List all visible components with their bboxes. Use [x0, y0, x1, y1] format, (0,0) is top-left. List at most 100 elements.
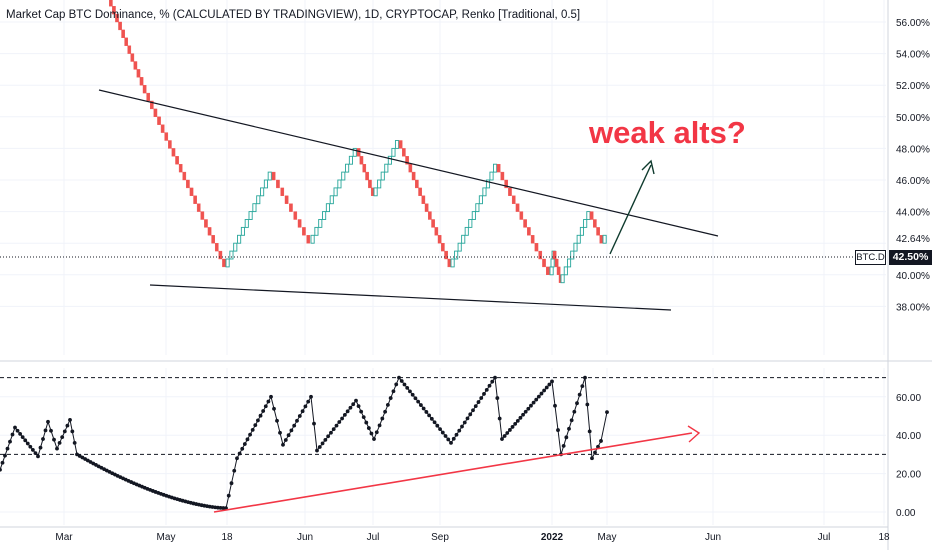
y-tick-label: 46.00% [896, 176, 930, 187]
renko-brick-down [276, 179, 280, 189]
oscillator-point [297, 414, 302, 418]
renko-brick-up [267, 171, 272, 181]
renko-brick-up [252, 203, 257, 213]
oscillator-point [383, 409, 388, 414]
oscillator-point [364, 420, 369, 425]
renko-brick-down [115, 13, 119, 23]
x-tick-label: Sep [431, 532, 449, 543]
renko-brick-up [602, 234, 607, 244]
oscillator-point [502, 434, 507, 438]
renko-brick-up [450, 258, 455, 268]
oscillator-point [399, 379, 404, 383]
oscillator-point [36, 454, 40, 459]
oscillator-point [248, 432, 252, 437]
x-tick-label: May [598, 532, 617, 543]
oscillator-point [0, 467, 2, 472]
renko-brick-down [596, 227, 600, 236]
oscillator-point [72, 440, 77, 445]
renko-brick-down [271, 171, 276, 181]
oscillator-point [18, 432, 23, 436]
renko-brick-up [573, 242, 578, 252]
oscillator-point [323, 437, 328, 442]
renko-brick-down [599, 235, 604, 244]
oscillator-y-tick-label: 20.00 [896, 470, 921, 481]
y-tick-label: 54.00% [896, 50, 930, 61]
renko-brick-down [168, 140, 172, 149]
renko-brick-up [337, 179, 342, 189]
oscillator-point [416, 399, 421, 404]
renko-brick-down [441, 242, 445, 252]
renko-brick-up [225, 258, 230, 268]
oscillator-point [62, 429, 67, 434]
renko-brick-up [482, 187, 487, 197]
renko-brick-down [189, 187, 194, 196]
renko-brick-down [211, 235, 215, 244]
oscillator-point [374, 430, 379, 435]
renko-brick-down [408, 163, 413, 173]
renko-brick-up [478, 195, 483, 205]
renko-brick-down [127, 45, 132, 54]
oscillator-point [523, 409, 528, 414]
oscillator-point [462, 420, 467, 425]
renko-brick-down [368, 179, 372, 189]
oscillator-point [317, 445, 322, 449]
renko-brick-up [461, 234, 466, 244]
renko-brick-down [421, 195, 426, 204]
oscillator-point [550, 379, 554, 384]
oscillator-point [561, 443, 566, 448]
oscillator-point [391, 389, 396, 394]
renko-brick-down [546, 266, 550, 275]
renko-brick-down [538, 250, 543, 260]
renko-brick-down [130, 53, 135, 62]
renko-brick-down [109, 0, 113, 7]
renko-brick-down [200, 211, 205, 220]
oscillator-point [380, 416, 385, 421]
renko-brick-up [310, 234, 315, 244]
oscillator-point [585, 402, 590, 407]
annotation-weak-alts: weak alts? [588, 115, 746, 150]
oscillator-point [490, 379, 495, 384]
oscillator-point [424, 410, 429, 414]
renko-brick-down [504, 179, 508, 189]
renko-brick-down [164, 132, 169, 141]
renko-brick-down [554, 258, 559, 268]
renko-brick-up [240, 226, 245, 236]
x-tick-label: Jul [818, 532, 831, 543]
y-tick-label: 40.00% [896, 271, 930, 282]
oscillator-point [536, 394, 541, 399]
oscillator-point [605, 410, 609, 415]
renko-brick-up [560, 274, 565, 284]
renko-brick-down [214, 242, 219, 252]
oscillator-point [3, 453, 7, 458]
oscillator-point [366, 426, 371, 430]
renko-brick-up [348, 155, 353, 165]
renko-brick-down [218, 250, 223, 260]
oscillator-point [505, 431, 510, 435]
oscillator-point [303, 404, 308, 409]
renko-brick-down [437, 235, 442, 244]
rising-trendline-arrowhead [687, 425, 701, 443]
oscillator-point [354, 398, 358, 403]
oscillator-point [418, 403, 423, 407]
renko-brick-down [447, 258, 452, 268]
oscillator-point [218, 505, 223, 510]
renko-brick-down [289, 203, 293, 212]
oscillator-point [515, 418, 520, 423]
renko-brick-down [542, 258, 546, 268]
oscillator-point [345, 409, 350, 414]
oscillator-point [473, 404, 478, 409]
oscillator-point [10, 432, 15, 437]
renko-brick-up [576, 234, 581, 244]
oscillator-point [68, 417, 72, 422]
oscillator-point [263, 404, 268, 409]
oscillator-y-tick-label: 0.00 [896, 508, 916, 519]
x-tick-label: 18 [221, 532, 233, 543]
oscillator-point [5, 446, 10, 451]
oscillator-point [435, 423, 440, 428]
symbol-tag: BTC.D [855, 250, 886, 265]
renko-brick-up [384, 163, 389, 173]
renko-brick-up [248, 211, 253, 220]
oscillator-point [240, 446, 245, 451]
oscillator-point [57, 440, 62, 445]
